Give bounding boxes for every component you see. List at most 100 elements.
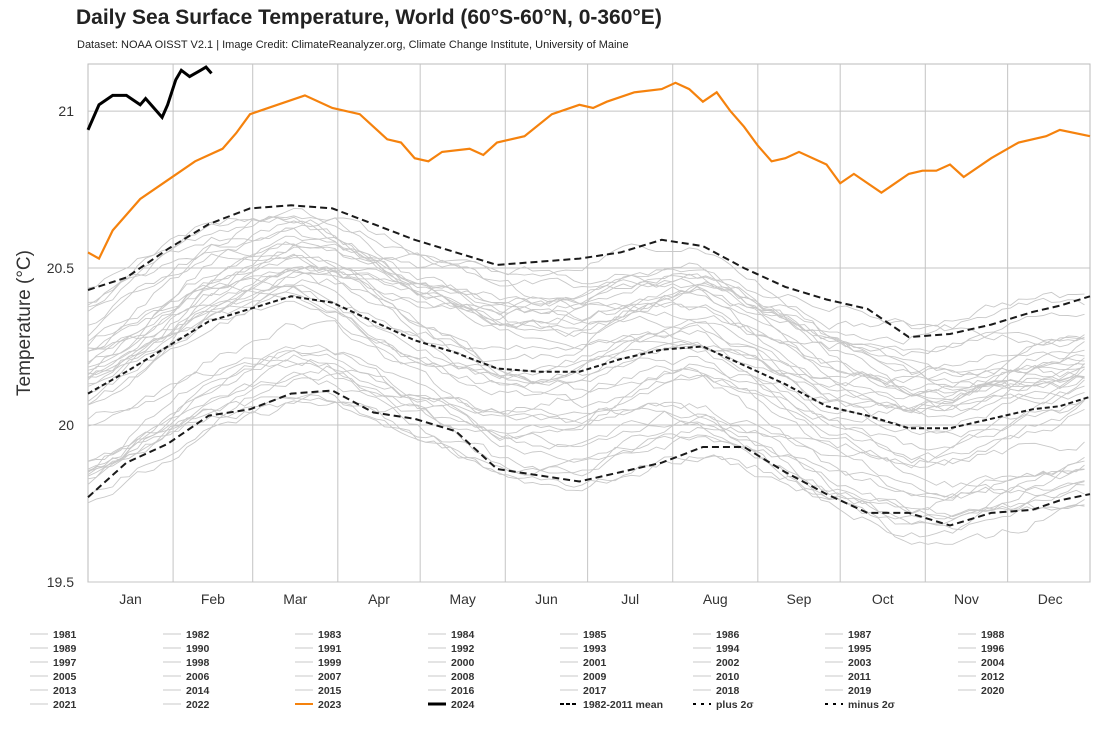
- legend-label: minus 2σ: [848, 699, 895, 711]
- legend-label: 2009: [583, 671, 607, 683]
- legend-label: 2005: [53, 671, 77, 683]
- historical-year-line: [87, 349, 1085, 520]
- historical-lines: [87, 207, 1085, 545]
- month-label: Sep: [787, 591, 812, 607]
- legend: 1981 1982 1983 1984 1985 1986 1987 1988 1989 1990…: [30, 629, 1005, 711]
- month-label: Mar: [283, 591, 307, 607]
- historical-year-line: [87, 354, 1085, 511]
- month-label: Jul: [621, 591, 639, 607]
- legend-label: 2018: [716, 685, 740, 697]
- legend-label: 1982-2011 mean: [583, 699, 663, 711]
- legend-label: 2011: [848, 671, 871, 683]
- legend-label: 2017: [583, 685, 607, 697]
- legend-label: 1998: [186, 657, 210, 669]
- historical-year-line: [87, 224, 1085, 412]
- legend-label: 2001: [583, 657, 607, 669]
- legend-label: 1996: [981, 643, 1005, 655]
- historical-year-line: [87, 217, 1085, 345]
- legend-label: 2010: [716, 671, 740, 683]
- historical-year-line: [87, 320, 1085, 461]
- legend-label: 1987: [848, 629, 872, 641]
- legend-label: 1997: [53, 657, 77, 669]
- y-tick-label: 20: [58, 417, 74, 433]
- y-tick-label: 21: [58, 103, 74, 119]
- historical-year-line: [87, 243, 1085, 381]
- historical-year-line: [87, 241, 1085, 346]
- highlight-lines: [86, 65, 1091, 261]
- historical-year-line: [87, 349, 1085, 501]
- historical-year-line: [87, 372, 1085, 518]
- historical-year-line: [87, 291, 1085, 434]
- legend-label: 2008: [451, 671, 475, 683]
- series-2024-line: [86, 65, 213, 131]
- month-label: Apr: [368, 591, 390, 607]
- legend-label: 2014: [186, 685, 210, 697]
- chart-subtitle: Dataset: NOAA OISST V2.1 | Image Credit:…: [77, 39, 629, 51]
- historical-year-line: [87, 377, 1085, 525]
- legend-label: plus 2σ: [716, 699, 754, 711]
- mean-1982-2011-line: [87, 295, 1091, 430]
- legend-label: 2003: [848, 657, 872, 669]
- legend-label: 1984: [451, 629, 475, 641]
- y-tick-label: 20.5: [47, 260, 74, 276]
- legend-label: 2020: [981, 685, 1005, 697]
- month-label: May: [449, 591, 475, 607]
- month-label: Oct: [872, 591, 894, 607]
- legend-label: 1983: [318, 629, 342, 641]
- historical-year-line: [87, 365, 1085, 545]
- historical-year-line: [87, 256, 1085, 469]
- legend-label: 1995: [848, 643, 872, 655]
- legend-label: 2004: [981, 657, 1005, 669]
- historical-year-line: [87, 266, 1085, 388]
- legend-label: 2000: [451, 657, 475, 669]
- historical-year-line: [87, 269, 1085, 414]
- plus-2sigma-line: [87, 204, 1091, 339]
- month-label: Jan: [119, 591, 142, 607]
- month-label: Aug: [703, 591, 728, 607]
- month-label: Dec: [1038, 591, 1063, 607]
- legend-label: 1986: [716, 629, 740, 641]
- legend-label: 1982: [186, 629, 210, 641]
- y-axis-label: Temperature (°C): [14, 250, 35, 396]
- historical-year-line: [87, 362, 1085, 468]
- historical-year-line: [87, 278, 1085, 451]
- historical-year-line: [87, 243, 1085, 385]
- minus-2sigma-line: [87, 389, 1091, 527]
- legend-label: 2007: [318, 671, 342, 683]
- legend-label: 1991: [318, 643, 342, 655]
- legend-label: 2013: [53, 685, 77, 697]
- legend-label: 2015: [318, 685, 342, 697]
- legend-label: 1988: [981, 629, 1005, 641]
- legend-label: 2022: [186, 699, 210, 711]
- historical-year-line: [87, 215, 1085, 330]
- legend-label: 2012: [981, 671, 1005, 683]
- legend-label: 2023: [318, 699, 342, 711]
- historical-year-line: [87, 235, 1085, 397]
- legend-label: 1993: [583, 643, 607, 655]
- legend-label: 1994: [716, 643, 740, 655]
- historical-year-line: [87, 344, 1085, 538]
- legend-label: 2019: [848, 685, 872, 697]
- historical-year-line: [87, 391, 1085, 499]
- historical-year-line: [87, 217, 1085, 391]
- climatology-lines: [87, 204, 1091, 527]
- legend-label: 1999: [318, 657, 342, 669]
- legend-label: 2002: [716, 657, 740, 669]
- legend-label: 2006: [186, 671, 210, 683]
- legend-label: 1989: [53, 643, 77, 655]
- axes: 19.5 20 20.5 21 Jan Feb Mar Apr May Jun Jul Aug Sep O…: [14, 103, 1063, 607]
- series-2023-line: [87, 81, 1091, 261]
- month-label: Feb: [201, 591, 225, 607]
- legend-label: 2024: [451, 699, 475, 711]
- legend-label: 1985: [583, 629, 607, 641]
- historical-year-line: [87, 265, 1085, 401]
- legend-label: 1981: [53, 629, 77, 641]
- historical-year-line: [87, 269, 1085, 389]
- chart-title: Daily Sea Surface Temperature, World (60…: [76, 6, 662, 29]
- historical-year-line: [87, 394, 1085, 520]
- y-tick-label: 19.5: [47, 574, 74, 590]
- historical-year-line: [87, 265, 1085, 438]
- legend-label: 2016: [451, 685, 475, 697]
- month-label: Nov: [954, 591, 979, 607]
